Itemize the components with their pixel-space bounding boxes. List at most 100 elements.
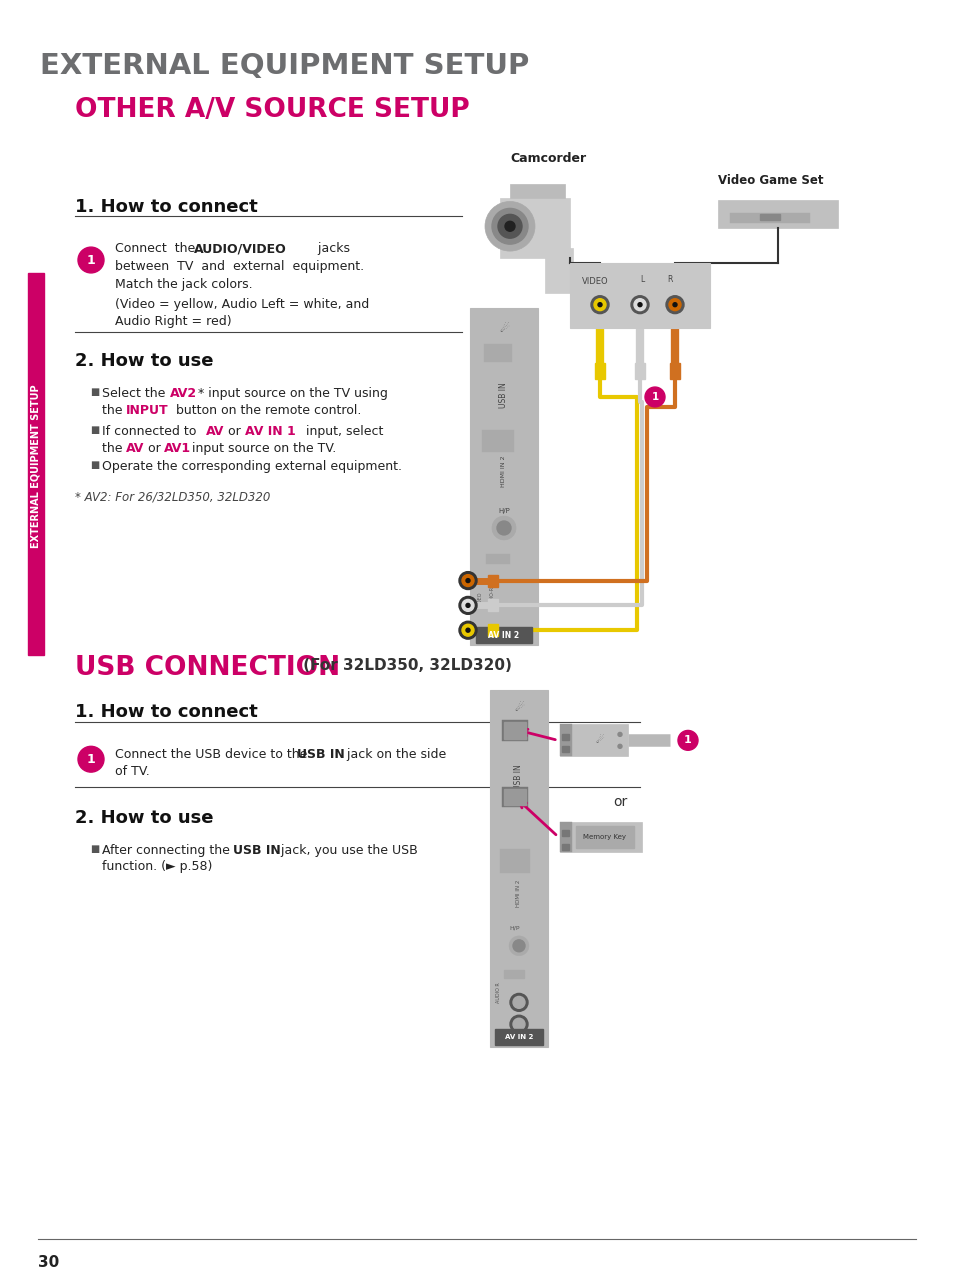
Text: H/P: H/P bbox=[509, 926, 519, 930]
Text: input, select: input, select bbox=[302, 425, 383, 438]
Text: Operate the corresponding external equipment.: Operate the corresponding external equip… bbox=[102, 460, 401, 473]
Circle shape bbox=[458, 597, 476, 614]
Bar bbox=[760, 215, 780, 220]
Bar bbox=[503, 789, 525, 805]
Bar bbox=[501, 787, 527, 806]
Bar bbox=[669, 364, 679, 379]
Bar bbox=[718, 201, 837, 228]
Bar bbox=[476, 627, 532, 644]
Text: AV IN 2: AV IN 2 bbox=[488, 631, 519, 640]
Circle shape bbox=[638, 303, 641, 307]
Bar bbox=[495, 1029, 542, 1046]
Circle shape bbox=[513, 1019, 524, 1030]
Bar bbox=[544, 248, 573, 293]
Circle shape bbox=[668, 299, 680, 310]
Bar bbox=[559, 725, 572, 757]
Text: EXTERNAL EQUIPMENT SETUP: EXTERNAL EQUIPMENT SETUP bbox=[40, 52, 529, 80]
Text: or: or bbox=[224, 425, 245, 438]
Bar bbox=[499, 848, 530, 874]
Text: 2. How to use: 2. How to use bbox=[75, 809, 213, 827]
Circle shape bbox=[484, 201, 535, 251]
Circle shape bbox=[461, 599, 474, 612]
Text: ☄: ☄ bbox=[498, 324, 509, 335]
Circle shape bbox=[509, 936, 529, 955]
Text: AV1: AV1 bbox=[164, 441, 191, 454]
Bar bbox=[635, 364, 644, 379]
Text: AUDIO/VIDEO: AUDIO/VIDEO bbox=[193, 242, 287, 256]
Text: INPUT: INPUT bbox=[126, 404, 169, 417]
Text: VIDEO
L
AUDIO-R: VIDEO L AUDIO-R bbox=[477, 585, 494, 607]
Circle shape bbox=[510, 1015, 527, 1033]
Bar bbox=[561, 747, 568, 752]
Bar bbox=[559, 822, 572, 851]
Circle shape bbox=[598, 303, 601, 307]
Circle shape bbox=[618, 744, 621, 748]
Text: 1: 1 bbox=[651, 392, 658, 402]
Text: Memory Key: Memory Key bbox=[583, 833, 626, 840]
Text: USB CONNECTION: USB CONNECTION bbox=[75, 655, 340, 681]
Text: AV: AV bbox=[126, 441, 144, 454]
Bar bbox=[499, 198, 569, 258]
Text: 30: 30 bbox=[38, 1255, 59, 1271]
Text: ■: ■ bbox=[90, 387, 99, 397]
Bar bbox=[483, 345, 512, 363]
Text: USB IN: USB IN bbox=[233, 843, 280, 856]
Text: HDMI IN 2: HDMI IN 2 bbox=[501, 455, 506, 487]
Circle shape bbox=[513, 996, 524, 1009]
Text: Connect the USB device to the: Connect the USB device to the bbox=[115, 748, 311, 762]
Text: 2. How to use: 2. How to use bbox=[75, 352, 213, 370]
Text: the: the bbox=[102, 404, 127, 417]
Bar bbox=[503, 969, 523, 978]
Circle shape bbox=[492, 209, 527, 244]
Circle shape bbox=[78, 747, 104, 772]
Text: R: R bbox=[666, 275, 672, 284]
Text: * input source on the TV using: * input source on the TV using bbox=[198, 387, 388, 401]
Text: ☄: ☄ bbox=[514, 702, 523, 712]
Bar bbox=[561, 843, 568, 850]
Text: AV: AV bbox=[206, 425, 224, 438]
Text: AV2: AV2 bbox=[170, 387, 197, 401]
Circle shape bbox=[678, 730, 698, 750]
Text: ■: ■ bbox=[90, 425, 99, 435]
Text: or: or bbox=[144, 441, 165, 454]
Text: VIDEO: VIDEO bbox=[581, 277, 608, 286]
Text: jack, you use the USB: jack, you use the USB bbox=[276, 843, 417, 856]
Text: AUDIO R: AUDIO R bbox=[496, 982, 500, 1002]
Text: between  TV  and  external  equipment.: between TV and external equipment. bbox=[115, 259, 364, 273]
Text: 1: 1 bbox=[683, 735, 691, 745]
Bar bbox=[569, 263, 709, 327]
Circle shape bbox=[630, 296, 648, 314]
Circle shape bbox=[504, 221, 515, 232]
Text: 1: 1 bbox=[87, 753, 95, 766]
Text: USB IN: USB IN bbox=[514, 764, 523, 790]
Text: After connecting the: After connecting the bbox=[102, 843, 233, 856]
Text: of TV.: of TV. bbox=[115, 766, 150, 778]
Text: function. (► p.58): function. (► p.58) bbox=[102, 860, 213, 874]
Bar bbox=[561, 734, 568, 740]
Circle shape bbox=[461, 625, 474, 636]
Bar bbox=[503, 721, 525, 739]
Bar bbox=[485, 553, 510, 563]
Bar bbox=[559, 725, 627, 757]
Bar bbox=[595, 364, 604, 379]
Text: Connect  the: Connect the bbox=[115, 242, 203, 256]
Circle shape bbox=[492, 516, 516, 539]
Text: Select the: Select the bbox=[102, 387, 170, 401]
Text: ☄: ☄ bbox=[595, 735, 604, 745]
Text: * AV2: For 26/32LD350, 32LD320: * AV2: For 26/32LD350, 32LD320 bbox=[75, 490, 270, 504]
Text: ■: ■ bbox=[90, 460, 99, 471]
Circle shape bbox=[672, 303, 677, 307]
Circle shape bbox=[465, 628, 470, 632]
Text: ■: ■ bbox=[90, 843, 99, 854]
Text: HDMI IN 2: HDMI IN 2 bbox=[516, 879, 521, 907]
Text: (For 32LD350, 32LD320): (For 32LD350, 32LD320) bbox=[297, 658, 512, 673]
Circle shape bbox=[590, 296, 608, 314]
Text: Camcorder: Camcorder bbox=[510, 151, 585, 165]
Circle shape bbox=[458, 571, 476, 589]
Text: L: L bbox=[639, 275, 643, 284]
Circle shape bbox=[465, 579, 470, 583]
Text: (Video = yellow, Audio Left = white, and: (Video = yellow, Audio Left = white, and bbox=[115, 298, 369, 310]
Circle shape bbox=[634, 299, 645, 310]
Bar bbox=[501, 720, 527, 742]
Text: OTHER A/V SOURCE SETUP: OTHER A/V SOURCE SETUP bbox=[75, 97, 469, 123]
